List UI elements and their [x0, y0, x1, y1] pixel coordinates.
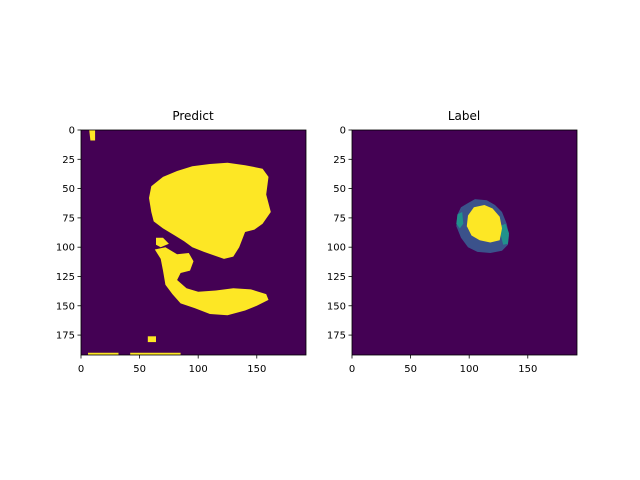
label-mask-regions: [456, 199, 509, 253]
y-tick-label: 0: [340, 126, 346, 137]
x-tick-label: 150: [518, 364, 537, 375]
mask-region-6: [130, 352, 181, 355]
x-tick-label: 50: [404, 364, 417, 375]
predict-panel: Predict 0 50 100 150 0 25 50 75 100 125 150 175: [56, 109, 307, 376]
predict-axes: 0 50 100 150 0 25 50 75 100 125 150 175: [56, 126, 266, 376]
x-tick-label: 150: [247, 364, 266, 375]
x-tick-label: 100: [460, 364, 479, 375]
label-panel: Label 0 50 100 150 0 25 50 75 100 125 150 175: [327, 109, 578, 376]
x-tick-label: 0: [349, 364, 355, 375]
mask-region-0: [149, 162, 271, 259]
y-tick-label: 125: [327, 272, 346, 283]
mask-region-1: [156, 237, 169, 248]
y-tick-label: 50: [62, 184, 75, 195]
predict-frame: [80, 129, 307, 356]
label-frame: [351, 129, 578, 356]
x-tick-label: 100: [189, 364, 208, 375]
y-tick-label: 175: [327, 331, 346, 342]
predict-mask-regions: [88, 130, 271, 355]
y-tick-label: 75: [62, 213, 75, 224]
label-axes: 0 50 100 150 0 25 50 75 100 125 150 175: [327, 126, 537, 376]
y-tick-label: 50: [333, 184, 346, 195]
y-tick-label: 125: [56, 272, 75, 283]
predict-title: Predict: [172, 109, 214, 123]
x-tick-label: 50: [133, 364, 146, 375]
y-tick-label: 100: [56, 243, 75, 254]
y-tick-label: 150: [327, 301, 346, 312]
y-tick-label: 150: [56, 301, 75, 312]
y-tick-label: 100: [327, 243, 346, 254]
mask-region-3: [89, 130, 96, 141]
y-tick-label: 25: [62, 155, 75, 166]
x-tick-label: 0: [78, 364, 84, 375]
mask-region-4: [147, 336, 156, 343]
mask-region-5: [88, 352, 119, 355]
mask-region-1: [456, 212, 464, 229]
y-tick-label: 75: [333, 213, 346, 224]
y-tick-label: 25: [333, 155, 346, 166]
mask-region-3: [466, 205, 502, 243]
y-tick-label: 175: [56, 331, 75, 342]
y-tick-label: 0: [69, 126, 75, 137]
label-title: Label: [448, 109, 480, 123]
mask-region-2: [154, 247, 269, 316]
mask-region-2: [499, 223, 509, 245]
